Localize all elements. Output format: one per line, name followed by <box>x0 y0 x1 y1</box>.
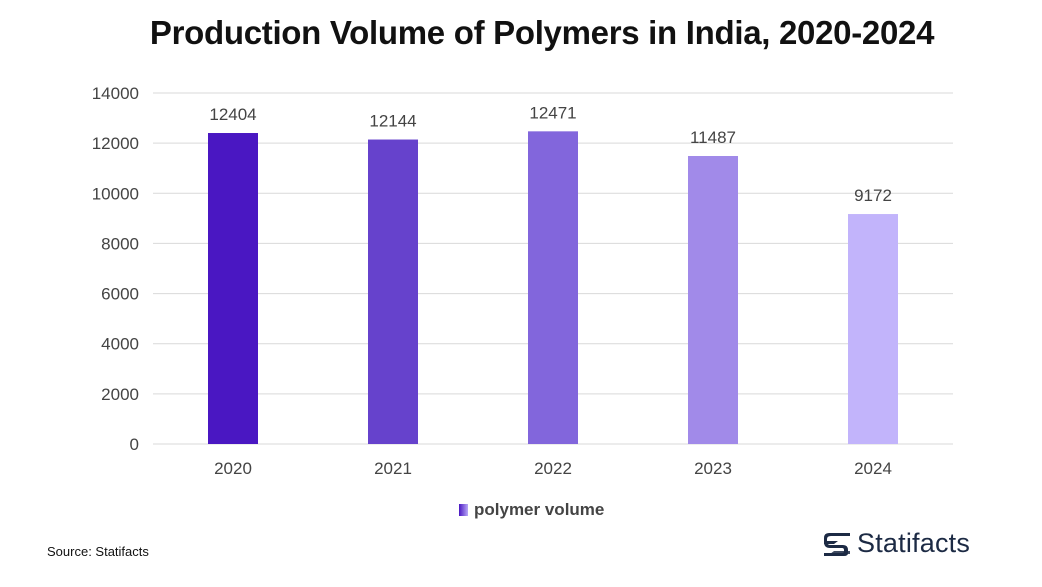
legend: polymer volume <box>459 500 604 520</box>
brand-logo: Statifacts <box>822 528 970 559</box>
y-tick-label: 10000 <box>92 184 139 203</box>
data-label: 11487 <box>690 128 736 147</box>
x-tick-label: 2023 <box>694 459 732 478</box>
bar <box>368 139 418 444</box>
source-note: Source: Statifacts <box>47 544 149 559</box>
bar <box>528 131 578 444</box>
y-tick-label: 0 <box>130 435 139 454</box>
x-tick-label: 2022 <box>534 459 572 478</box>
x-tick-label: 2020 <box>214 459 252 478</box>
legend-swatch <box>459 504 468 516</box>
bar <box>208 133 258 444</box>
data-label: 9172 <box>854 186 892 205</box>
chart-title: Production Volume of Polymers in India, … <box>149 14 935 51</box>
x-tick-label: 2024 <box>854 459 892 478</box>
legend-label: polymer volume <box>474 500 605 519</box>
y-tick-label: 4000 <box>101 335 139 354</box>
y-tick-label: 14000 <box>92 84 139 103</box>
brand-name: Statifacts <box>857 528 971 558</box>
y-tick-label: 6000 <box>101 285 139 304</box>
y-tick-label: 12000 <box>92 134 139 153</box>
bar <box>848 214 898 444</box>
data-label: 12144 <box>369 112 416 131</box>
bar <box>688 156 738 444</box>
data-label: 12404 <box>209 105 256 124</box>
statifacts-logo-icon <box>824 532 850 556</box>
x-tick-label: 2021 <box>374 459 412 478</box>
data-label: 12471 <box>529 103 576 122</box>
y-tick-label: 2000 <box>101 385 139 404</box>
y-tick-label: 8000 <box>101 234 139 253</box>
